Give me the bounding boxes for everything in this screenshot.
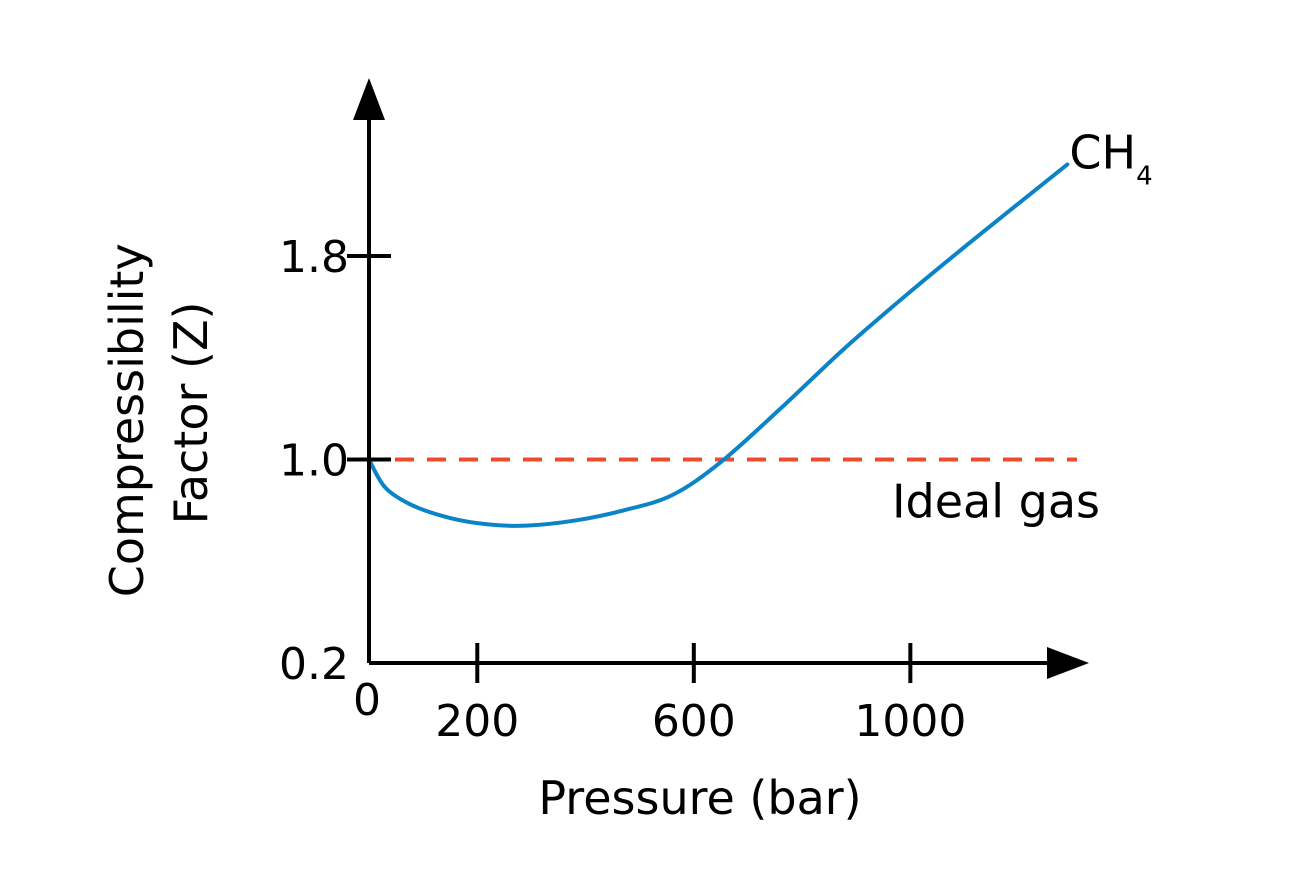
series-line-ch4 [367,162,1070,528]
ideal-gas-label: Ideal gas [892,475,1100,529]
y-tick-label: 1.0 [279,436,349,487]
x-axis-label: Pressure (bar) [538,771,861,825]
y-axis-label-line-1: Compressibility [100,243,154,597]
y-axis-label: Compressibility Factor (Z) [100,229,218,598]
x-tick-label: 1000 [854,696,966,747]
series-label-subscript: 4 [1136,161,1153,191]
x-tick-label: 200 [435,696,519,747]
series-label-ch4: CH4 [1069,125,1152,191]
y-axis-arrowhead [353,78,385,120]
series-label-text: CH [1069,125,1136,179]
x-tick-label: 600 [652,696,736,747]
y-axis-label-line-2: Factor (Z) [164,302,218,525]
y-tick-label: 1.8 [279,232,349,283]
origin-label: 0 [353,675,381,726]
y-tick-label: 0.2 [279,639,349,690]
x-axis-arrowhead [1047,647,1089,679]
